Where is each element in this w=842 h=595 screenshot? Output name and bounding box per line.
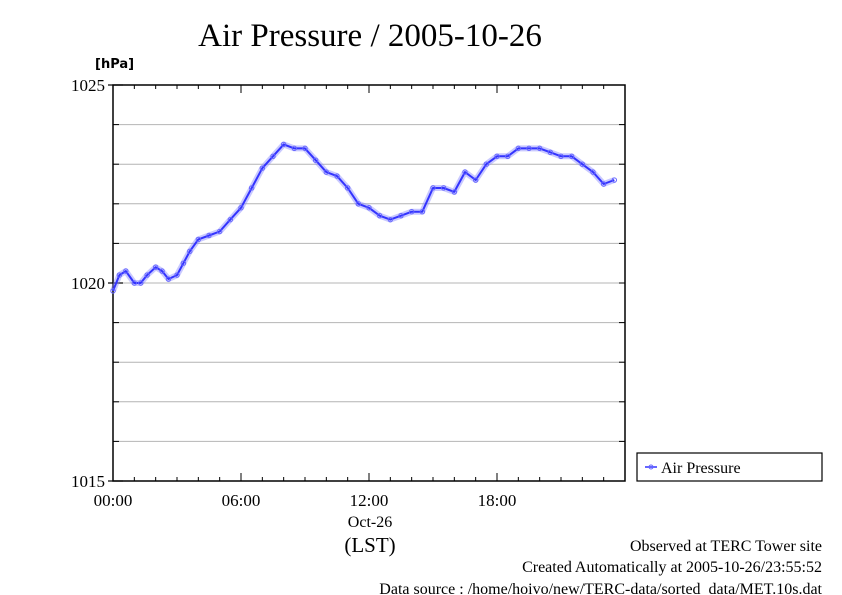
data-point — [144, 272, 150, 278]
legend-box — [636, 452, 823, 482]
data-point — [536, 145, 543, 152]
x-axis: 00:00 06:00 12:00 18:00 — [94, 85, 626, 510]
data-point — [590, 169, 596, 175]
data-point — [440, 185, 447, 191]
data-point — [248, 185, 255, 191]
x-axis-label: (LST) — [344, 533, 395, 557]
data-point — [526, 145, 532, 152]
data-point — [138, 280, 144, 286]
data-point — [302, 145, 308, 152]
data-point — [547, 149, 554, 156]
data-point — [159, 268, 165, 274]
data-point — [430, 185, 436, 191]
x-axis-date-label: Oct-26 — [348, 514, 392, 531]
series-line — [112, 143, 615, 292]
x-tick-label: 12:00 — [350, 491, 389, 510]
data-point — [419, 209, 426, 215]
data-point — [131, 280, 138, 286]
y-tick-label: 1020 — [71, 274, 105, 293]
x-tick-label: 18:00 — [478, 491, 517, 510]
data-point — [611, 177, 618, 183]
series-layer — [110, 141, 618, 294]
y-tick-label: 1015 — [71, 472, 105, 491]
data-point — [152, 264, 159, 270]
x-tick-label: 00:00 — [94, 491, 133, 510]
data-point — [312, 157, 319, 163]
data-point — [110, 288, 116, 294]
data-point — [187, 248, 193, 255]
data-point — [462, 169, 468, 175]
footer-created: Created Automatically at 2005-10-26/23:5… — [522, 559, 822, 576]
data-point — [398, 212, 404, 219]
legend: Air Pressure — [636, 452, 823, 482]
data-point — [238, 205, 244, 211]
data-point — [558, 153, 564, 159]
data-point — [366, 205, 372, 211]
data-point — [494, 153, 500, 159]
data-point — [216, 228, 223, 235]
data-point — [504, 153, 511, 159]
grid-lines — [113, 124, 625, 442]
data-point — [123, 268, 129, 274]
data-point — [568, 153, 575, 159]
chart-title: Air Pressure / 2005-10-26 — [198, 18, 542, 54]
data-point — [174, 272, 180, 278]
data-point — [600, 181, 607, 187]
data-point — [259, 165, 266, 171]
data-point — [579, 161, 586, 167]
y-axis: 1015 1020 1025 — [71, 76, 625, 491]
y-axis-unit: [hPa] — [95, 57, 134, 72]
data-point — [451, 189, 458, 195]
data-point — [387, 216, 394, 223]
data-point — [270, 153, 276, 159]
data-point — [180, 260, 187, 266]
legend-marker-swatch — [648, 464, 654, 470]
legend-label: Air Pressure — [661, 460, 741, 477]
data-point — [165, 276, 172, 282]
data-point — [280, 141, 287, 148]
footer-data-source: Data source : /home/hoivo/new/TERC-data/… — [379, 581, 822, 595]
data-point — [195, 236, 202, 243]
data-point — [116, 272, 123, 278]
data-point — [344, 185, 351, 191]
data-point — [227, 216, 234, 223]
data-point — [483, 161, 490, 167]
series-halo — [110, 141, 616, 293]
data-point — [355, 201, 362, 207]
data-point — [408, 209, 415, 215]
footer-observed: Observed at TERC Tower site — [630, 538, 822, 555]
data-point — [376, 212, 383, 219]
x-tick-label: 06:00 — [222, 491, 261, 510]
data-point — [472, 177, 479, 183]
data-point — [323, 169, 330, 175]
data-point — [334, 173, 340, 179]
data-point — [206, 232, 212, 239]
data-point — [291, 145, 298, 152]
data-point — [515, 145, 522, 152]
y-tick-label: 1025 — [71, 76, 105, 95]
